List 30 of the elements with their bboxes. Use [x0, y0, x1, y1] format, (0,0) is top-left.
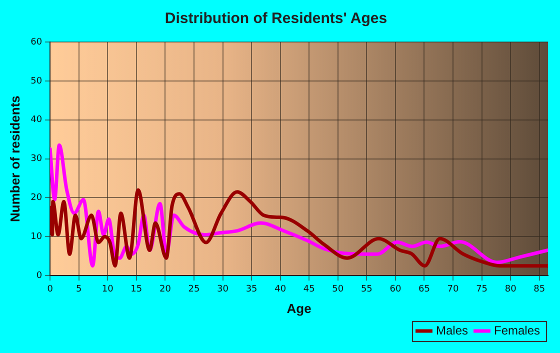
- x-tick-label: 15: [130, 284, 142, 294]
- y-axis-title: Number of residents: [7, 96, 22, 222]
- x-tick-label: 65: [418, 284, 430, 294]
- x-tick-label: 45: [303, 284, 315, 294]
- x-axis-title: Age: [286, 300, 312, 316]
- x-tick-label: 5: [76, 284, 82, 294]
- x-tick-label: 70: [447, 284, 460, 294]
- x-tick-label: 55: [360, 284, 372, 294]
- x-tick-label: 85: [534, 284, 546, 294]
- x-tick-label: 25: [188, 284, 200, 294]
- y-tick-label: 20: [30, 193, 42, 204]
- x-tick-label: 50: [332, 284, 344, 294]
- x-tick-label: 60: [390, 284, 402, 294]
- x-tick-label: 35: [246, 284, 258, 294]
- x-tick-label: 40: [274, 284, 286, 294]
- y-tick-label: 50: [30, 76, 42, 86]
- x-tick-label: 20: [159, 284, 172, 294]
- x-tick-label: 0: [47, 284, 54, 294]
- y-tick-label: 60: [30, 37, 42, 48]
- legend-label: Males: [436, 323, 468, 338]
- y-tick-label: 0: [36, 270, 42, 281]
- x-tick-label: 10: [102, 284, 114, 294]
- x-tick-label: 80: [504, 284, 517, 294]
- y-tick-label: 10: [30, 232, 42, 242]
- chart-title: Distribution of Residents' Ages: [164, 10, 388, 28]
- legend-label: Females: [494, 323, 540, 338]
- x-tick-label: 75: [476, 284, 488, 294]
- y-tick-label: 40: [30, 115, 42, 126]
- y-tick-label: 30: [30, 154, 42, 164]
- x-tick-label: 30: [217, 284, 229, 294]
